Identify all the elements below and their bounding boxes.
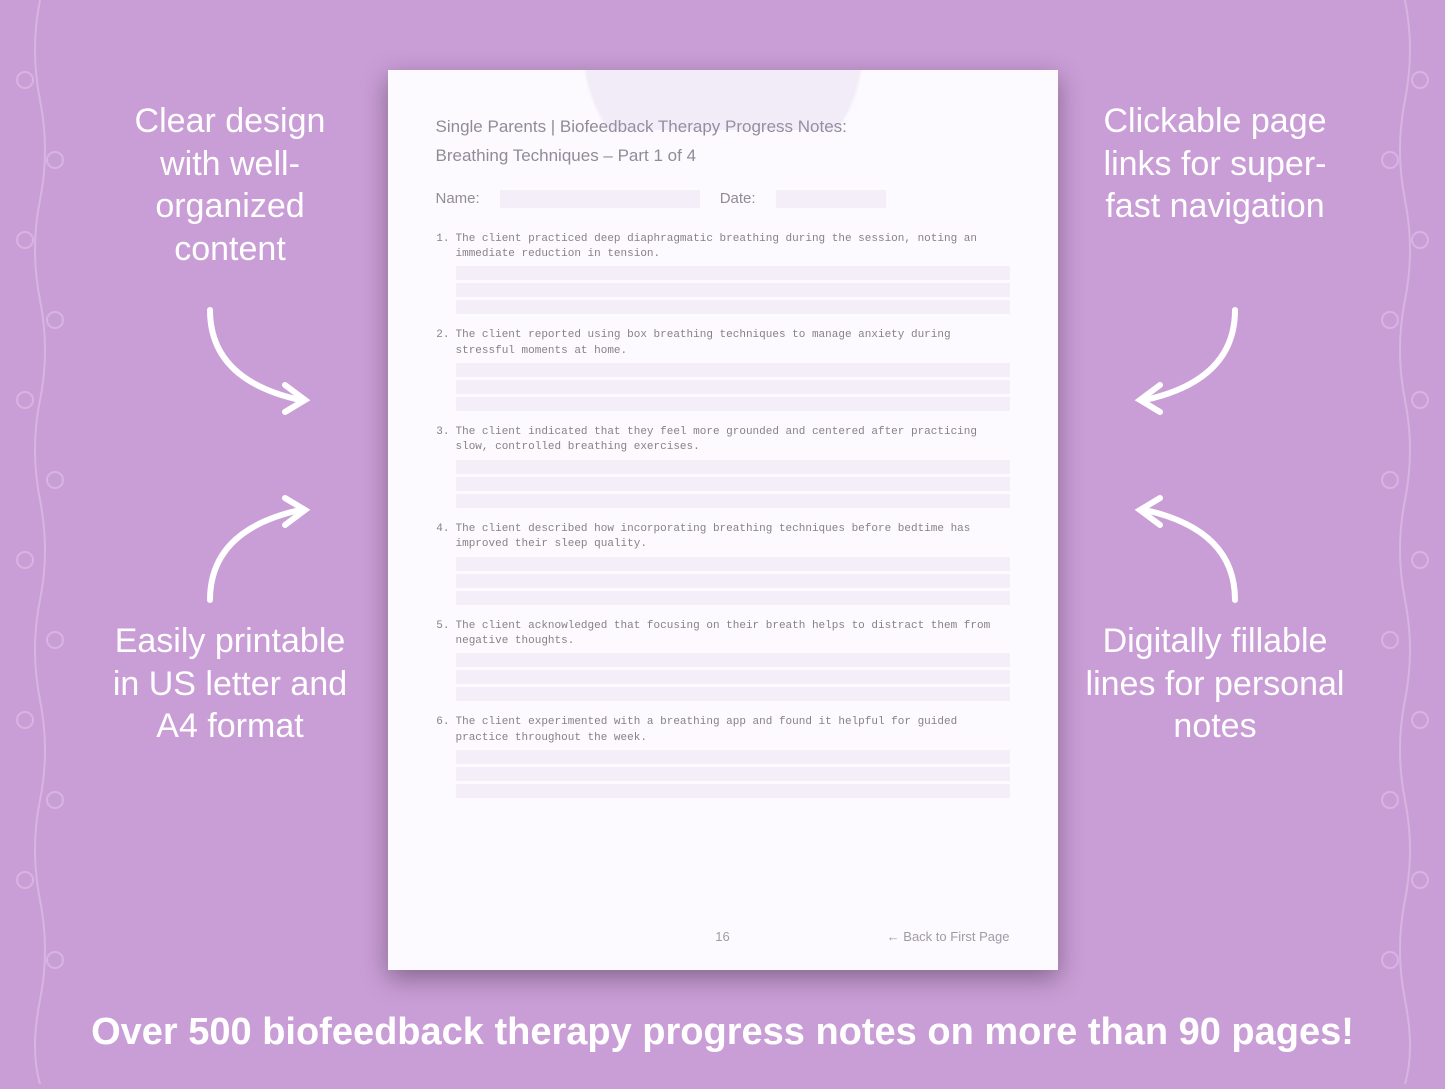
date-field[interactable]	[776, 190, 886, 208]
date-label: Date:	[720, 190, 756, 207]
note-number: 4.	[436, 522, 450, 553]
arrow-bottom-left-icon	[190, 490, 330, 610]
page-title-line1: Single Parents | Biofeedback Therapy Pro…	[436, 114, 1010, 140]
floral-border-left	[0, 0, 80, 1084]
note-text: The client practiced deep diaphragmatic …	[456, 232, 1010, 263]
fill-lines[interactable]	[456, 363, 1010, 411]
page-footer: 16 ← Back to First Page	[436, 929, 1010, 944]
note-item: 3.The client indicated that they feel mo…	[436, 425, 1010, 508]
note-text: The client acknowledged that focusing on…	[456, 619, 1010, 650]
page-number: 16	[715, 929, 729, 944]
name-field[interactable]	[500, 190, 700, 208]
callout-bottom-right: Digitally fillable lines for personal no…	[1085, 620, 1345, 748]
note-number: 3.	[436, 425, 450, 456]
note-number: 2.	[436, 328, 450, 359]
fill-lines[interactable]	[456, 266, 1010, 314]
note-number: 5.	[436, 619, 450, 650]
page-title-line2: Breathing Techniques – Part 1 of 4	[436, 146, 1010, 166]
name-date-row: Name: Date:	[436, 190, 1010, 208]
fill-lines[interactable]	[456, 460, 1010, 508]
note-text: The client reported using box breathing …	[456, 328, 1010, 359]
bottom-banner: Over 500 biofeedback therapy progress no…	[0, 1011, 1445, 1054]
back-to-first-link[interactable]: ← Back to First Page	[887, 929, 1010, 944]
note-number: 1.	[436, 232, 450, 263]
arrow-bottom-right-icon	[1115, 490, 1255, 610]
arrow-top-right-icon	[1115, 300, 1255, 420]
fill-lines[interactable]	[456, 653, 1010, 701]
note-item: 5.The client acknowledged that focusing …	[436, 619, 1010, 702]
fill-lines[interactable]	[456, 750, 1010, 798]
note-item: 2.The client reported using box breathin…	[436, 328, 1010, 411]
note-text: The client described how incorporating b…	[456, 522, 1010, 553]
callout-top-right: Clickable page links for super-fast navi…	[1085, 100, 1345, 228]
note-item: 1.The client practiced deep diaphragmati…	[436, 232, 1010, 315]
note-item: 6.The client experimented with a breathi…	[436, 715, 1010, 798]
note-number: 6.	[436, 715, 450, 746]
floral-border-right	[1365, 0, 1445, 1084]
note-item: 4.The client described how incorporating…	[436, 522, 1010, 605]
fill-lines[interactable]	[456, 557, 1010, 605]
note-text: The client experimented with a breathing…	[456, 715, 1010, 746]
name-label: Name:	[436, 190, 480, 207]
notes-list: 1.The client practiced deep diaphragmati…	[436, 232, 1010, 799]
callout-bottom-left: Easily printable in US letter and A4 for…	[100, 620, 360, 748]
note-text: The client indicated that they feel more…	[456, 425, 1010, 456]
document-page: Single Parents | Biofeedback Therapy Pro…	[388, 70, 1058, 970]
callout-top-left: Clear design with well-organized content	[100, 100, 360, 270]
arrow-top-left-icon	[190, 300, 330, 420]
